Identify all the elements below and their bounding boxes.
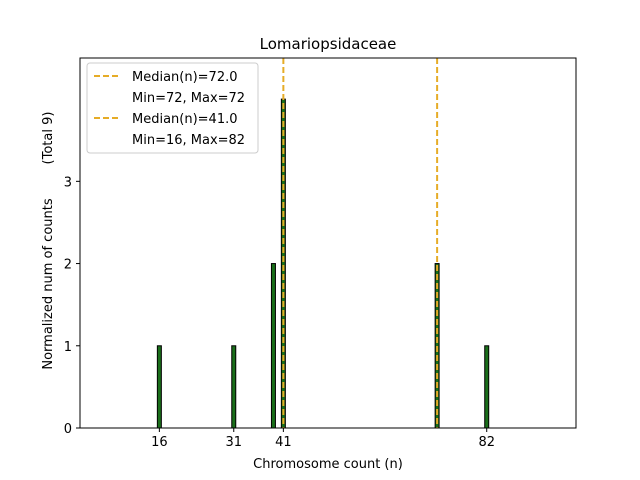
y-tick-label: 0 (64, 422, 72, 437)
legend-range-label: Min=72, Max=72 (132, 91, 245, 106)
x-tick-label: 16 (151, 435, 168, 450)
legend-median-label: Median(n)=41.0 (132, 112, 238, 127)
y-tick-label: 1 (64, 340, 72, 355)
bar (156, 345, 162, 429)
plot-frame (79, 57, 577, 429)
bar (270, 263, 276, 429)
y-axis-total-label: (Total 9) (41, 112, 56, 165)
y-tick-label: 2 (64, 258, 72, 273)
y-ticks: 0 1 2 3 (64, 175, 80, 437)
chart-title: Lomariopsidaceae (260, 35, 397, 53)
legend: Median(n)=72.0 Min=72, Max=72 Median(n)=… (86, 62, 259, 154)
x-ticks: 16 31 41 82 (151, 428, 495, 450)
bar (484, 345, 490, 429)
legend-box (86, 62, 259, 154)
y-axis-label: Normalized num of counts (41, 198, 56, 369)
y-tick-label: 3 (64, 175, 72, 190)
median-lines-layer (282, 58, 439, 428)
legend-range-label: Min=16, Max=82 (132, 133, 245, 148)
x-tick-label: 82 (478, 435, 495, 450)
x-tick-label: 41 (275, 435, 292, 450)
legend-median-label: Median(n)=72.0 (132, 70, 238, 85)
x-axis-label: Chromosome count (n) (253, 457, 403, 472)
bar (231, 345, 237, 429)
x-tick-label: 31 (225, 435, 242, 450)
